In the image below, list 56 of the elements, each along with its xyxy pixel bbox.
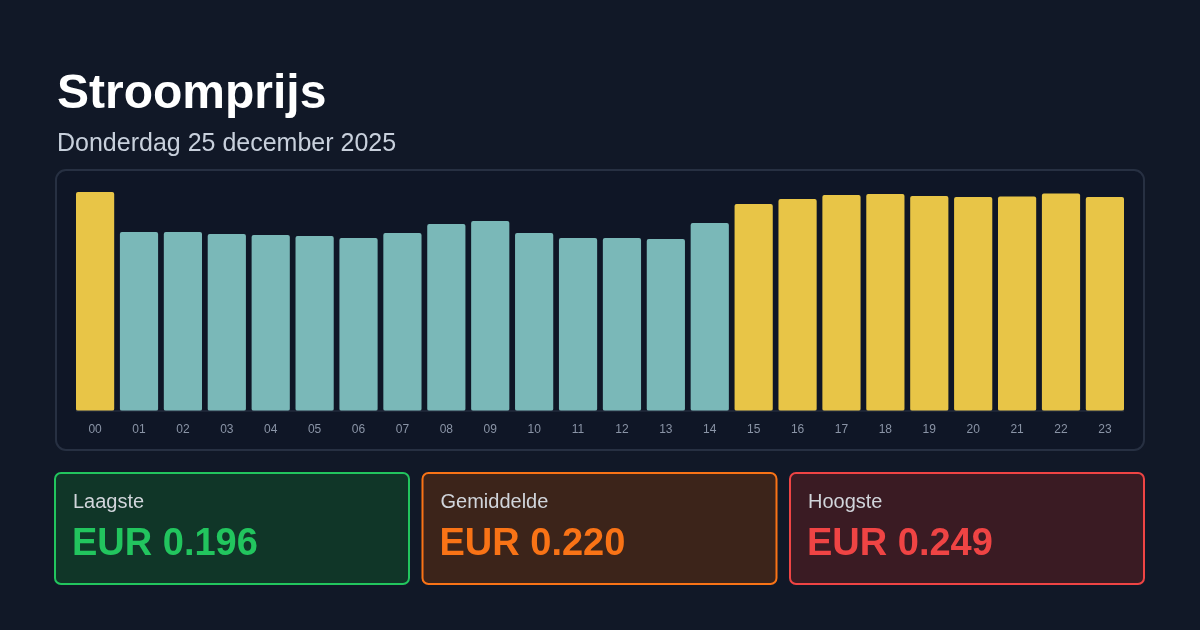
chart-subtitle: Donderdag 25 december 2025: [57, 128, 397, 156]
x-tick-label: 21: [1010, 422, 1025, 436]
bar: [251, 234, 290, 411]
x-tick-label: 23: [1098, 422, 1112, 436]
x-tick-label: 07: [395, 422, 410, 436]
bar: [558, 237, 598, 411]
x-tick-label: 06: [351, 422, 366, 436]
x-tick-label: 16: [790, 422, 805, 436]
x-tick-label: 13: [659, 422, 673, 436]
x-tick-label: 17: [834, 422, 849, 436]
bar: [734, 204, 773, 411]
x-tick-label: 14: [703, 422, 717, 436]
x-tick-label: 10: [527, 422, 542, 436]
x-tick-label: 12: [615, 422, 629, 436]
bar: [515, 232, 554, 411]
x-tick-label: 03: [220, 422, 234, 436]
x-tick-label: 04: [264, 422, 278, 436]
chart-title: Stroomprijs: [57, 65, 327, 118]
bar: [383, 232, 422, 411]
bar: [954, 197, 993, 411]
text: EUR 0.220: [439, 521, 626, 563]
x-tick-label: 11: [571, 422, 585, 436]
x-tick-label: 19: [922, 422, 937, 436]
x-tick-label: 15: [746, 422, 761, 436]
bar: [1085, 197, 1124, 411]
bar: [76, 192, 115, 411]
bar: [866, 193, 905, 411]
text: Gemiddelde: [440, 490, 549, 512]
bar: [778, 199, 817, 411]
text: EUR 0.196: [72, 521, 258, 563]
bar: [1041, 193, 1081, 411]
bar: [163, 232, 203, 411]
bar: [690, 223, 729, 411]
bar: [822, 195, 861, 411]
bar: [119, 232, 159, 411]
x-tick-label: 00: [88, 422, 103, 436]
x-tick-label: 08: [439, 422, 454, 436]
x-tick-label: 09: [483, 422, 498, 436]
text: Laagste: [73, 490, 145, 512]
bar: [910, 195, 949, 411]
bar: [295, 236, 334, 411]
bar: [427, 223, 466, 411]
bar: [207, 234, 246, 411]
x-tick-label: 01: [132, 422, 146, 436]
bar: [471, 220, 510, 411]
bar: [646, 239, 685, 411]
bar: [997, 196, 1037, 411]
x-tick-label: 22: [1054, 422, 1068, 436]
text: EUR 0.249: [807, 521, 993, 563]
x-tick-label: 05: [307, 422, 322, 436]
bar: [339, 237, 378, 411]
x-tick-label: 02: [176, 422, 190, 436]
x-tick-label: 20: [966, 422, 981, 436]
text: Hoogste: [808, 490, 883, 512]
x-tick-label: 18: [878, 422, 893, 436]
bar: [602, 237, 642, 411]
